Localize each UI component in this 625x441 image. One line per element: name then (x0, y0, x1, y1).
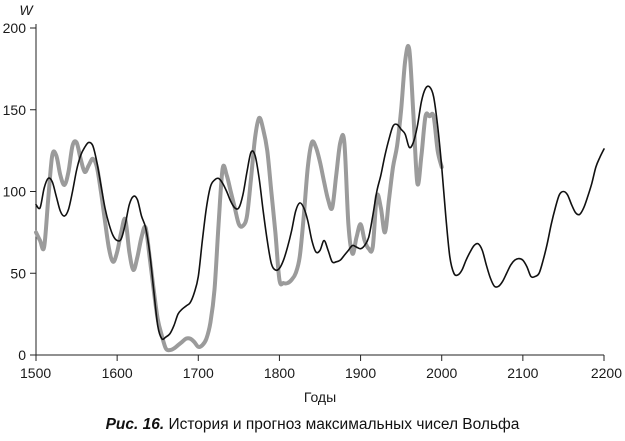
y-tick-label: 150 (3, 102, 27, 118)
axes: 0 50 100 150 200 1500 1600 1700 1800 1900 2000 2100… (3, 20, 623, 381)
x-tick-label: 1500 (20, 365, 51, 381)
chart: 0 50 100 150 200 1500 1600 1700 1800 1900 2000 2100… (3, 2, 623, 405)
x-tick-label: 2200 (591, 365, 622, 381)
y-tick-label: 0 (18, 347, 26, 363)
x-tick-label: 2100 (507, 365, 538, 381)
x-tick-label: 1900 (345, 365, 376, 381)
x-tick-label: 1700 (183, 365, 214, 381)
y-tick-label: 200 (3, 20, 27, 36)
series-layer (34, 43, 605, 353)
y-tick-label: 50 (10, 265, 26, 281)
axis-labels: W Годы (19, 2, 336, 405)
y-axis-label: W (19, 2, 34, 18)
x-axis-label: Годы (304, 389, 336, 405)
series-line-gray (34, 43, 444, 353)
x-tick-label: 1600 (102, 365, 133, 381)
figure-caption: Рис. 16. История и прогноз максимальных … (0, 416, 625, 434)
x-tick-label: 1800 (264, 365, 295, 381)
caption-text: История и прогноз максимальных чисел Вол… (168, 416, 520, 433)
y-tick-label: 100 (3, 184, 27, 200)
x-tick-label: 2000 (426, 365, 457, 381)
figure-label: Рис. 16. (105, 416, 165, 433)
series-line-black (35, 85, 605, 341)
